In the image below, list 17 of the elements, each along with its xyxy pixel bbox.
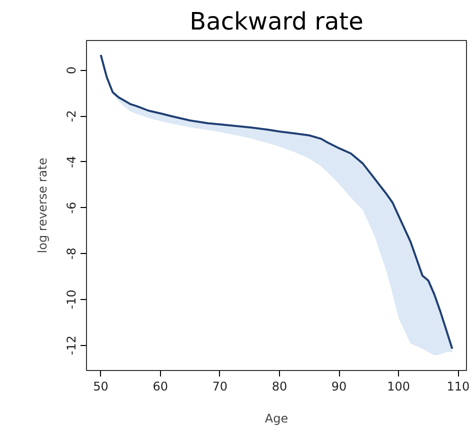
y-tick-label: -8 (64, 248, 78, 260)
x-axis-title: Age (264, 412, 288, 426)
y-tick-label: -10 (64, 290, 78, 310)
x-tick-label: 60 (152, 380, 168, 394)
x-tick-label: 80 (272, 380, 288, 394)
y-tick-label: -2 (64, 110, 78, 122)
x-tick-label: 100 (387, 380, 410, 394)
y-tick-label: -4 (64, 156, 78, 168)
y-tick-label: -12 (64, 335, 78, 356)
x-tick-label: 50 (93, 380, 108, 394)
x-tick-label: 70 (212, 380, 228, 394)
chart-title: Backward rate (190, 8, 364, 36)
x-tick-label: 90 (331, 380, 347, 394)
y-tick-label: 0 (64, 66, 78, 74)
y-tick-label: -6 (64, 202, 78, 214)
x-tick-label: 110 (446, 380, 470, 394)
y-axis-title: log reverse rate (36, 158, 50, 254)
